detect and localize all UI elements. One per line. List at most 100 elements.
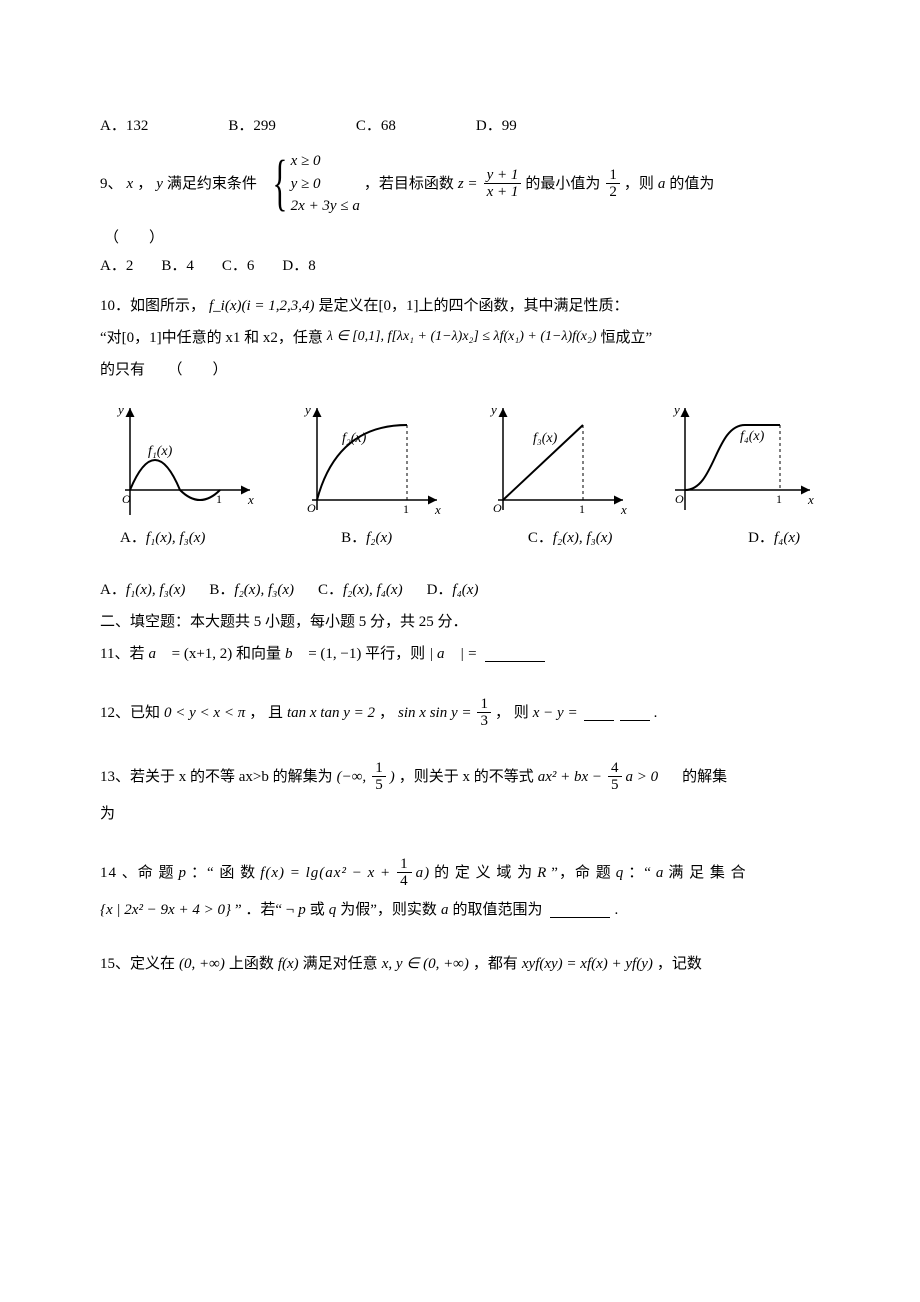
q9-opt-b-l: B． bbox=[161, 258, 186, 274]
q10r1-c-v: f₂(x), f₃(x) bbox=[553, 530, 613, 546]
q14-fxb: a) bbox=[416, 861, 431, 885]
svg-text:1: 1 bbox=[216, 492, 222, 506]
svg-text:O: O bbox=[307, 501, 316, 515]
q12-e4: x − y = bbox=[533, 701, 578, 725]
q14-a3: a bbox=[441, 898, 449, 922]
q10r1-b-v: f₂(x) bbox=[366, 530, 392, 546]
q14-t4: ”，命 题 bbox=[551, 861, 611, 885]
q9-x: x bbox=[127, 172, 134, 196]
q12: 12、已知 0 < y < x < π ， 且 tan x tan y = 2 … bbox=[100, 696, 820, 730]
q10-lam: λ ∈ [0,1], f[λx₁ + (1−λ)x₂] ≤ λf(x₁) + (… bbox=[327, 326, 597, 348]
q10-l2b: 恒成立” bbox=[600, 326, 652, 350]
q14-frac: 1 4 bbox=[397, 856, 412, 890]
q9-system: { x ≥ 0 y ≥ 0 2x + 3y ≤ a bbox=[265, 150, 360, 218]
q15-t5: ，记数 bbox=[657, 952, 702, 976]
svg-text:y: y bbox=[116, 402, 124, 417]
q8-opt-b: B．299 bbox=[228, 114, 276, 138]
q10r2-a-v: f₁(x), f₃(x) bbox=[126, 582, 186, 598]
q11-abs: | a⃗ | bbox=[429, 642, 464, 666]
q15-t4: ，都有 bbox=[473, 952, 518, 976]
svg-text:1: 1 bbox=[403, 502, 409, 516]
q8-opt-c: C．68 bbox=[356, 114, 396, 138]
q15-fx: f(x) bbox=[278, 952, 299, 976]
q9-frac-half: 1 2 bbox=[606, 167, 620, 201]
q15-xy: x, y ∈ (0, +∞) bbox=[382, 952, 469, 976]
graph-f2: x y O 1 f₂(x) bbox=[287, 400, 447, 520]
q10-mid1: 是定义在[0，1]上的四个函数，其中满足性质： bbox=[319, 294, 629, 318]
q9-mid1: ，若目标函数 bbox=[364, 172, 454, 196]
q9-opt-a-l: A． bbox=[100, 258, 126, 274]
svg-text:O: O bbox=[675, 492, 684, 506]
q14-line1: 14 、命 题 p ：“ 函 数 f(x) = lg(ax² − x + 1 4… bbox=[100, 856, 820, 890]
q12-e2: tan x tan y = 2 bbox=[287, 701, 375, 725]
q15: 15、定义在 (0, +∞) 上函数 f(x) 满足对任意 x, y ∈ (0,… bbox=[100, 952, 820, 976]
q14-t9: 为假”，则实数 bbox=[340, 898, 437, 922]
q9-opt-d-l: D． bbox=[282, 258, 308, 274]
q11-blank bbox=[485, 646, 545, 662]
q12-t1: 12、已知 bbox=[100, 701, 160, 725]
q9-opt-c-v: 6 bbox=[247, 258, 255, 274]
q14-t3: 的 定 义 域 为 bbox=[434, 861, 533, 885]
q10-fi: f_i(x)(i = 1,2,3,4) bbox=[209, 294, 315, 318]
q9: 9、 x， y 满足约束条件 { x ≥ 0 y ≥ 0 2x + 3y ≤ a… bbox=[100, 150, 820, 218]
q15-dom: (0, +∞) bbox=[179, 952, 225, 976]
q13-t2: ，则关于 x 的不等式 bbox=[399, 765, 534, 789]
q10r2-b-v: f₂(x), f₃(x) bbox=[234, 582, 294, 598]
q13-frac2: 4 5 bbox=[608, 760, 622, 794]
q14-t6: 满 足 集 合 bbox=[668, 861, 746, 885]
q10-opts-row2: A．f₁(x), f₃(x) B．f₂(x), f₃(x) C．f₂(x), f… bbox=[100, 578, 820, 602]
svg-text:y: y bbox=[672, 402, 680, 417]
q12-blank1 bbox=[584, 705, 614, 721]
q9-tail: 的值为 bbox=[669, 172, 714, 196]
q9-y: y bbox=[156, 172, 163, 196]
q14-blank bbox=[550, 902, 610, 918]
q10-opts-row1: A．f₁(x), f₃(x) B．f₂(x) C．f₂(x), f₃(x) D．… bbox=[100, 526, 820, 550]
q14-q: q bbox=[616, 861, 625, 885]
q11-b: b⃗ bbox=[285, 642, 304, 666]
q14-line2: {x | 2x² − 9x + 4 > 0} ” ．若“ ¬ p 或 q 为假”… bbox=[100, 898, 820, 922]
q10r2-d-l: D． bbox=[427, 582, 453, 598]
q14-t8: 或 bbox=[310, 898, 325, 922]
q14-tail: . bbox=[614, 898, 618, 922]
svg-text:f₂(x): f₂(x) bbox=[342, 431, 367, 446]
q11-t1: 11、若 bbox=[100, 642, 144, 666]
svg-text:1: 1 bbox=[776, 492, 782, 506]
graph-f3: x y O 1 f₃(x) bbox=[473, 400, 633, 520]
q9-pre1: 满足约束条件 bbox=[167, 172, 257, 196]
q9-opt-c-l: C． bbox=[222, 258, 247, 274]
q13-t4: 为 bbox=[100, 802, 820, 826]
q9-opt-d-v: 8 bbox=[308, 258, 316, 274]
q14-t5: ：“ bbox=[628, 861, 652, 885]
q10-line1: 10．如图所示， f_i(x)(i = 1,2,3,4) 是定义在[0，1]上的… bbox=[100, 294, 820, 318]
q14-q2: q bbox=[329, 898, 337, 922]
left-brace-icon: { bbox=[272, 156, 287, 212]
q14-a2: a bbox=[656, 861, 665, 885]
q12-blank2 bbox=[620, 705, 650, 721]
svg-text:x: x bbox=[247, 492, 254, 507]
q9-num: 9、 bbox=[100, 172, 123, 196]
q9-sys-c: 2x + 3y ≤ a bbox=[291, 195, 360, 218]
graph-f1: x y O 1 f₁(x) bbox=[100, 400, 260, 520]
svg-text:x: x bbox=[807, 492, 814, 507]
q10r2-d-v: f₄(x) bbox=[452, 582, 478, 598]
q12-frac: 1 3 bbox=[477, 696, 491, 730]
q12-t2: ， 且 bbox=[249, 701, 283, 725]
q10r1-d-l: D． bbox=[748, 530, 774, 546]
q15-t1: 15、定义在 bbox=[100, 952, 175, 976]
q8-opt-a: A．132 bbox=[100, 114, 148, 138]
q9-mid2: 的最小值为 bbox=[525, 172, 600, 196]
q13-ineq-a: ax² + bx − bbox=[538, 765, 602, 789]
q11-a: a⃗ bbox=[148, 642, 167, 666]
q12-t3: ， bbox=[379, 701, 394, 725]
q10r2-c-l: C． bbox=[318, 582, 343, 598]
q13-r1a: (−∞, bbox=[337, 765, 367, 789]
q12-tail: . bbox=[654, 701, 658, 725]
q9-sys-a: x ≥ 0 bbox=[291, 150, 360, 173]
svg-text:x: x bbox=[434, 502, 441, 517]
q12-e3a: sin x sin y = bbox=[398, 701, 471, 725]
q10-line3: 的只有 （ ） bbox=[100, 358, 820, 382]
q9-frac-z: y + 1 x + 1 bbox=[484, 167, 522, 201]
q13-r1b: ) bbox=[390, 765, 395, 789]
svg-text:y: y bbox=[303, 402, 311, 417]
q14-set: {x | 2x² − 9x + 4 > 0} bbox=[100, 898, 231, 922]
